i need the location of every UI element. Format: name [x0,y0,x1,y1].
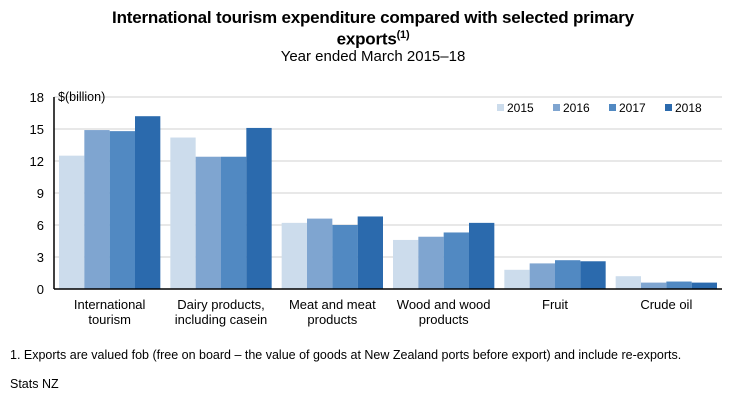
bar-2016-4 [529,263,555,289]
legend-swatch-2016 [553,104,560,111]
legend-swatch-2017 [609,104,616,111]
bar-2015-3 [393,239,419,289]
y-axis-label: $(billion) [58,90,105,104]
legend-label-2018: 2018 [675,101,702,115]
legend-label-2015: 2015 [507,101,534,115]
bar-2018-2 [357,216,383,289]
x-tick-label: Meat and meat products [289,297,376,327]
y-tick-label: 3 [37,250,44,265]
bar-2015-2 [281,222,307,289]
bar-2016-3 [418,236,444,289]
legend-label-2016: 2016 [563,101,590,115]
chart-title-line-2: exports(1) [0,29,746,50]
bar-2015-1 [170,137,196,289]
x-tick-label: Wood and wood products [397,297,491,327]
bar-2016-1 [195,156,221,289]
bar-2018-1 [246,127,272,289]
footnote: 1. Exports are valued fob (free on board… [10,348,682,362]
gridlines [54,96,722,258]
y-tick-label: 18 [30,90,44,105]
bar-2017-5 [666,281,692,289]
x-tick-labels: International tourism Dairy products, inclu… [74,297,693,327]
y-tick-label: 6 [37,218,44,233]
y-tick-labels: 0 3 6 9 12 15 18 [30,90,44,297]
bar-2016-0 [84,130,110,289]
bar-2016-5 [641,282,667,289]
legend-swatch-2015 [497,104,504,111]
x-tick-label: Dairy products, including casein [175,297,268,327]
chart-title-footnote-ref: (1) [396,29,410,41]
source: Stats NZ [10,377,59,391]
bar-2018-4 [580,261,606,289]
bar-2015-4 [504,269,530,289]
bar-2017-4 [555,260,581,289]
bar-2017-0 [109,131,135,289]
y-tick-label: 12 [30,154,44,169]
y-tick-label: 15 [30,122,44,137]
y-tick-label: 0 [37,282,44,297]
chart-title-exports: exports [336,29,397,49]
legend-label-2017: 2017 [619,101,646,115]
bar-2018-0 [135,116,161,289]
legend-swatch-2018 [665,104,672,111]
bar-2016-2 [307,218,333,289]
bar-chart: 0 3 6 9 12 15 18 International tourism Dairy pro… [30,90,722,327]
bar-2018-3 [469,222,495,289]
x-tick-label: Crude oil [640,297,692,312]
chart-title-line-1: International tourism expenditure compar… [112,8,634,27]
y-tick-label: 9 [37,186,44,201]
bar-2017-3 [443,232,469,289]
x-tick-label: International tourism [74,297,146,327]
x-tick-label: Fruit [542,297,568,312]
bar-2017-2 [332,225,358,289]
axes [53,97,722,290]
bar-2017-1 [221,156,247,289]
bars [59,116,717,289]
legend: 2015 2016 2017 2018 [497,101,702,115]
chart-subtitle: Year ended March 2015–18 [280,48,466,65]
bar-2015-0 [59,155,85,289]
bar-2015-5 [615,276,641,289]
bar-2018-5 [691,282,717,289]
